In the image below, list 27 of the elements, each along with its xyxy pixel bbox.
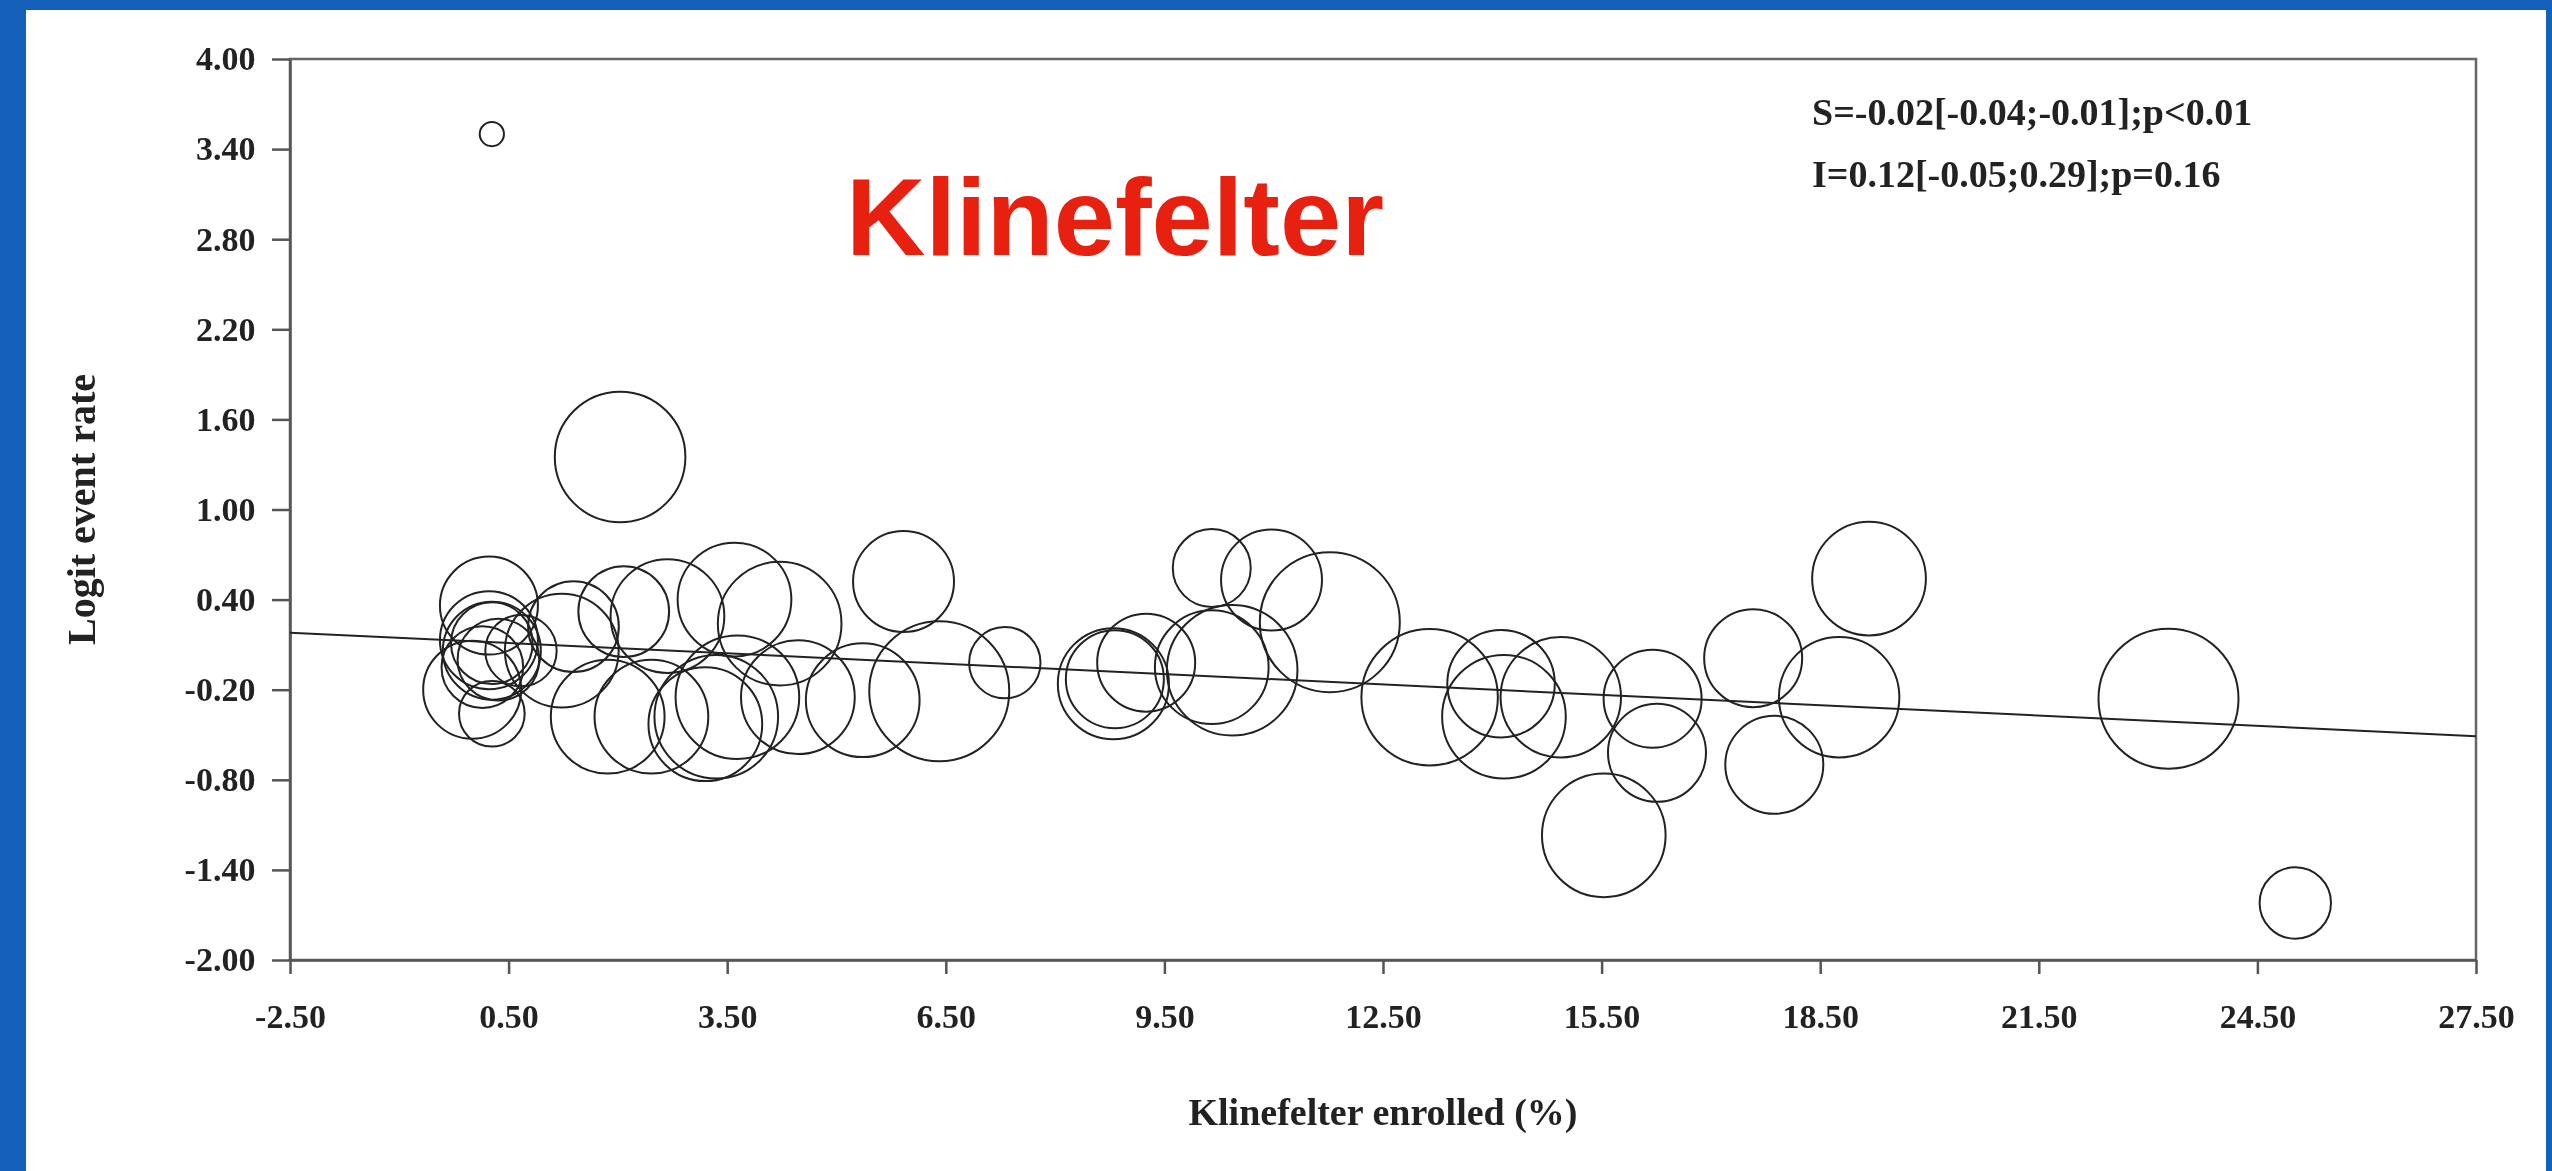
x-tick-label: 6.50 bbox=[916, 998, 977, 1035]
x-tick-label: 21.50 bbox=[2001, 998, 2078, 1035]
y-tick-label: -0.80 bbox=[184, 761, 256, 799]
y-tick-label: 0.40 bbox=[195, 580, 256, 618]
x-tick-label: 0.50 bbox=[479, 998, 539, 1035]
x-tick-label: 15.50 bbox=[1563, 998, 1641, 1035]
y-tick-label: 2.80 bbox=[195, 220, 256, 258]
y-tick-label: 4.00 bbox=[195, 40, 256, 78]
y-tick-label: -1.40 bbox=[184, 851, 256, 889]
x-tick-label: -2.50 bbox=[255, 998, 326, 1035]
y-tick-label: -0.20 bbox=[184, 671, 256, 709]
y-tick-label: 1.60 bbox=[195, 400, 256, 438]
x-tick-label: 27.50 bbox=[2438, 998, 2515, 1035]
x-tick-label: 12.50 bbox=[1345, 998, 1422, 1035]
y-tick-label: 1.00 bbox=[195, 490, 256, 528]
y-tick-label: 3.40 bbox=[195, 130, 256, 168]
x-tick-label: 3.50 bbox=[697, 998, 758, 1035]
y-tick-label: 2.20 bbox=[195, 310, 256, 348]
x-tick-label: 18.50 bbox=[1782, 998, 1859, 1035]
text: Klinefelter bbox=[846, 155, 1384, 278]
y-tick-label: -2.00 bbox=[184, 941, 256, 979]
y-axis-title: Logit event rate bbox=[59, 373, 104, 646]
annotation: I=0.12[-0.05;0.29];p=0.16 bbox=[1812, 153, 2221, 195]
annotation: S=-0.02[-0.04;-0.01];p<0.01 bbox=[1812, 91, 2253, 133]
x-tick-label: 9.50 bbox=[1135, 998, 1195, 1035]
x-tick-label: 24.50 bbox=[2219, 998, 2297, 1035]
x-axis-title: Klinefelter enrolled (%) bbox=[1188, 1091, 1578, 1134]
